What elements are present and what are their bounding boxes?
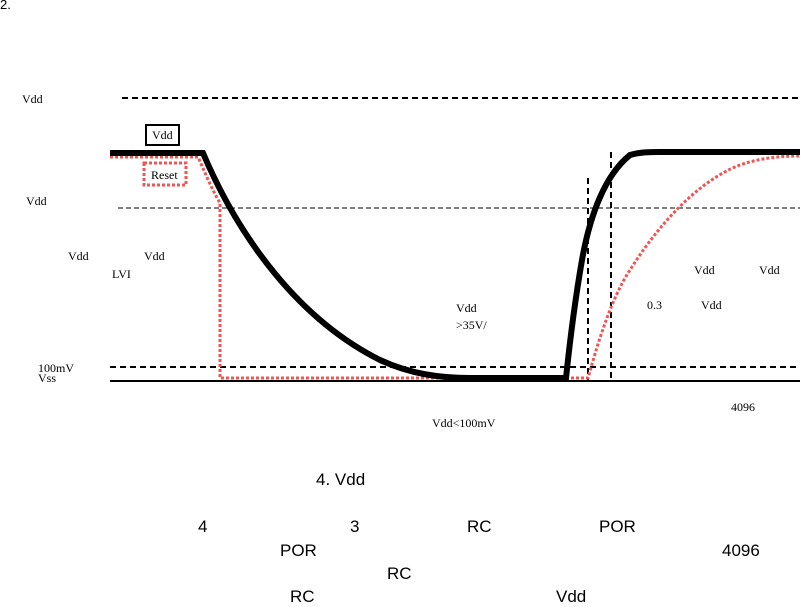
- vdd-curve: [110, 149, 800, 381]
- page-number: 2.: [0, 0, 11, 12]
- body-line4-word: RC: [290, 587, 315, 606]
- legend-vdd-label: Vdd: [152, 128, 173, 142]
- vdd-right3-label: Vdd: [701, 298, 722, 312]
- legend-reset-label: Reset: [151, 168, 178, 182]
- power-on-reset-diagram: [110, 97, 800, 382]
- vdd-right1-label: Vdd: [694, 263, 715, 277]
- 100mv-label: 100mV: [38, 361, 74, 375]
- legend-vdd-box: [145, 124, 180, 146]
- body-line1-word: 3: [350, 517, 360, 536]
- vss-label: Vss: [38, 371, 57, 385]
- body-line1-word: POR: [599, 517, 636, 536]
- legend-reset-box: [142, 161, 188, 187]
- figure-caption: 4. Vdd: [316, 470, 366, 489]
- vdd-top-label: Vdd: [22, 92, 43, 106]
- reset-curve: [110, 154, 800, 380]
- vdd-mid-label: Vdd: [26, 194, 47, 208]
- vdd-left2-label: Vdd: [144, 249, 165, 263]
- body-line4-word: Vdd: [556, 587, 587, 606]
- body-line2-word: POR: [280, 541, 317, 560]
- body-line3-word: RC: [387, 564, 412, 583]
- lvi-label: LVI: [112, 267, 131, 281]
- vdd-center-label: Vdd: [456, 301, 477, 315]
- vdd-right2-label: Vdd: [759, 263, 780, 277]
- body-line1-word: RC: [467, 517, 492, 536]
- count-label: 4096: [731, 400, 755, 414]
- coef-label: 0.3: [647, 298, 662, 312]
- vdd-left1-label: Vdd: [68, 249, 89, 263]
- body-line1-word: 4: [198, 517, 208, 536]
- rate-label: >35V/: [456, 318, 487, 332]
- vdd-low-label: Vdd<100mV: [432, 416, 496, 430]
- body-line2-word: 4096: [722, 541, 760, 560]
